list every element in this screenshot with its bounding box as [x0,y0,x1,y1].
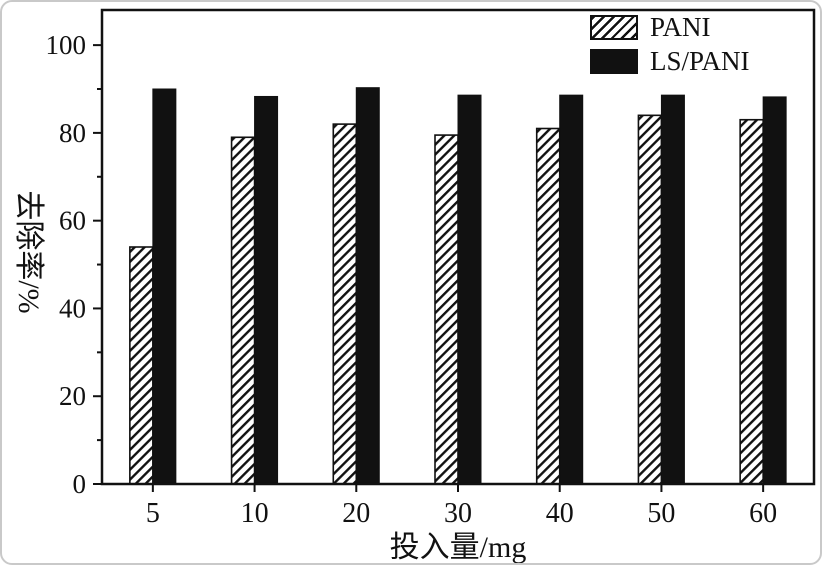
bar-lspani [660,94,685,485]
bar-lspani [762,96,787,485]
legend-label-pani: PANI [650,12,711,42]
bar-lspani [152,88,177,485]
y-tick-label: 80 [59,118,86,148]
bar-pani [434,134,459,485]
x-tick-label: 20 [342,498,370,529]
bar-lspani [355,87,380,485]
y-tick-label: 100 [46,30,87,60]
bar-lspani [254,95,279,485]
bar-pani [739,118,764,485]
y-tick-label: 0 [73,469,87,499]
legend: PANI LS/PANI [590,14,750,75]
x-tick-label: 50 [647,498,675,529]
x-axis-label: 投入量/mg [389,531,527,564]
legend-label-lspani: LS/PANI [650,46,750,76]
bar-lspani [457,94,482,485]
legend-swatch-lspani [590,49,638,74]
bar-pani [230,136,256,485]
x-tick-label: 40 [546,498,574,529]
plot-frame [100,8,816,486]
y-axis-label: 去除率/% [12,190,45,314]
bar-lspani [559,94,584,485]
y-tick-label: 40 [59,293,86,323]
y-tick-label: 60 [59,206,86,236]
legend-item-lspani: LS/PANI [590,48,750,75]
legend-swatch-pani [590,15,638,40]
y-tick-label: 20 [59,381,86,411]
bar-pani [637,114,663,485]
x-tick-label: 30 [444,498,472,529]
x-tick-label: 5 [146,498,160,529]
bar-pani [129,246,154,485]
x-tick-label: 10 [241,498,269,529]
x-tick-label: 60 [749,498,777,529]
bar-pani [332,123,358,485]
bar-pani [535,127,561,485]
legend-item-pani: PANI [590,14,750,41]
